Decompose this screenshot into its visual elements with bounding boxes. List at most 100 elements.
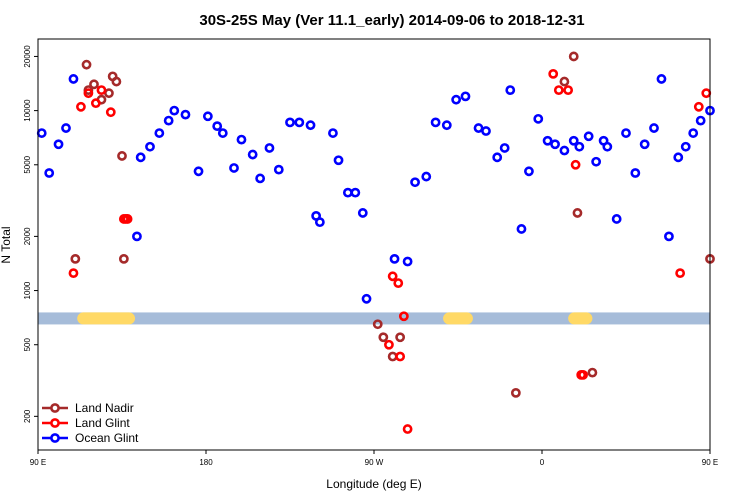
land-nadir-point (104, 88, 114, 99)
ocean-glint-point (481, 126, 491, 136)
ocean-glint-point (574, 141, 585, 152)
ocean-glint-point (163, 115, 174, 126)
ocean-glint-point (314, 217, 325, 228)
ocean-glint-point (53, 139, 64, 150)
ocean-glint-point (460, 91, 471, 102)
land-nadir-point (378, 332, 389, 343)
land-nadir-point (372, 319, 383, 330)
ocean-glint-point (193, 166, 204, 177)
land-glint-point (398, 311, 409, 322)
x-tick-label: 90 W (365, 458, 384, 467)
ocean-glint-point (247, 149, 258, 160)
y-tick-label: 10000 (23, 99, 32, 122)
x-tick-label: 180 (199, 458, 213, 467)
ocean-glint-point (236, 134, 247, 145)
land-nadir-point (70, 253, 81, 264)
ocean-glint-point (602, 141, 613, 152)
land-nadir-point (81, 59, 92, 70)
ocean-glint-point (430, 117, 441, 128)
ocean-glint-point (61, 123, 71, 133)
ocean-glint-point (542, 135, 553, 146)
land-glint-point (570, 159, 581, 170)
ocean-glint-point (410, 177, 420, 188)
land-nadir-point (572, 208, 583, 218)
ocean-glint-point (688, 128, 699, 138)
chart-title: 30S-25S May (Ver 11.1_early) 2014-09-06 … (199, 12, 584, 29)
land-glint-point (68, 268, 79, 279)
ocean-glint-point (212, 121, 223, 132)
ocean-glint-point (441, 120, 452, 131)
land-glint-point (563, 85, 574, 96)
ocean-glint-point (516, 224, 527, 234)
land-glint-point (76, 101, 86, 112)
land-glint-point (553, 85, 564, 96)
y-tick-label: 20000 (23, 45, 32, 68)
x-tick-label: 90 E (702, 458, 718, 467)
y-axis: 200 500 1000 2000 5000 10000 20000 (23, 45, 38, 423)
land-glint-point (105, 107, 116, 118)
ocean-glint-point (559, 145, 570, 156)
ocean-glint-point (583, 131, 594, 142)
points-layer (36, 51, 715, 434)
ocean-glint-point (169, 105, 180, 116)
y-tick-label: 2000 (23, 227, 32, 245)
land-band-segment (568, 312, 593, 325)
land-glint-point (384, 339, 394, 350)
x-axis-label: Longitude (deg E) (326, 477, 421, 491)
y-tick-label: 200 (23, 409, 32, 423)
ocean-glint-point (421, 171, 432, 182)
ocean-glint-point (389, 253, 400, 264)
ocean-glint-point (44, 168, 55, 178)
ocean-band (38, 312, 710, 325)
ocean-glint-point (273, 164, 284, 175)
ocean-glint-point (285, 117, 295, 128)
ocean-glint-point (132, 231, 142, 242)
land-nadir-point (117, 151, 127, 161)
land-glint-point (122, 214, 133, 224)
land-glint-point (402, 424, 413, 434)
land-nadir-point (568, 51, 579, 62)
land-glint-point (387, 271, 398, 282)
x-axis: 90 E 180 90 W 0 90 E (30, 450, 718, 467)
ocean-glint-point (180, 109, 191, 120)
land-glint-point (693, 101, 704, 112)
ocean-glint-point (649, 123, 659, 133)
legend-label-land-nadir: Land Nadir (75, 401, 134, 415)
ocean-glint-point (255, 173, 266, 184)
land-glint-point (393, 278, 404, 289)
x-tick-label: 0 (540, 458, 545, 467)
y-tick-label: 1000 (23, 281, 32, 299)
ocean-glint-point (145, 141, 155, 152)
legend-label-land-glint: Land Glint (75, 416, 130, 430)
land-glint-point (90, 98, 101, 109)
legend-marker-ocean-glint (50, 433, 60, 443)
ocean-glint-point (591, 156, 602, 167)
legend-label-ocean-glint: Ocean Glint (75, 431, 139, 445)
ocean-glint-point (550, 139, 560, 150)
band-layer (38, 312, 710, 325)
ocean-glint-point (630, 168, 641, 178)
ocean-glint-point (673, 152, 684, 163)
land-nadir-point (89, 79, 99, 90)
y-tick-label: 5000 (23, 155, 32, 173)
ocean-glint-point (680, 141, 691, 152)
legend-marker-land-nadir (50, 403, 60, 413)
land-glint-point (675, 268, 686, 279)
ocean-glint-point (451, 94, 462, 105)
ocean-glint-point (229, 163, 239, 173)
ocean-glint-point (357, 208, 368, 218)
land-nadir-point (118, 253, 129, 264)
ocean-glint-point (361, 293, 372, 304)
land-glint-point (83, 88, 94, 99)
land-glint-point (395, 351, 406, 362)
ocean-glint-point (202, 111, 213, 122)
ocean-glint-point (499, 143, 510, 153)
ocean-glint-point (135, 152, 146, 163)
ocean-glint-point (568, 135, 579, 146)
land-glint-point (548, 68, 559, 79)
ocean-glint-point (68, 74, 79, 84)
ocean-glint-point (217, 128, 228, 138)
land-nadir-point (111, 76, 122, 87)
